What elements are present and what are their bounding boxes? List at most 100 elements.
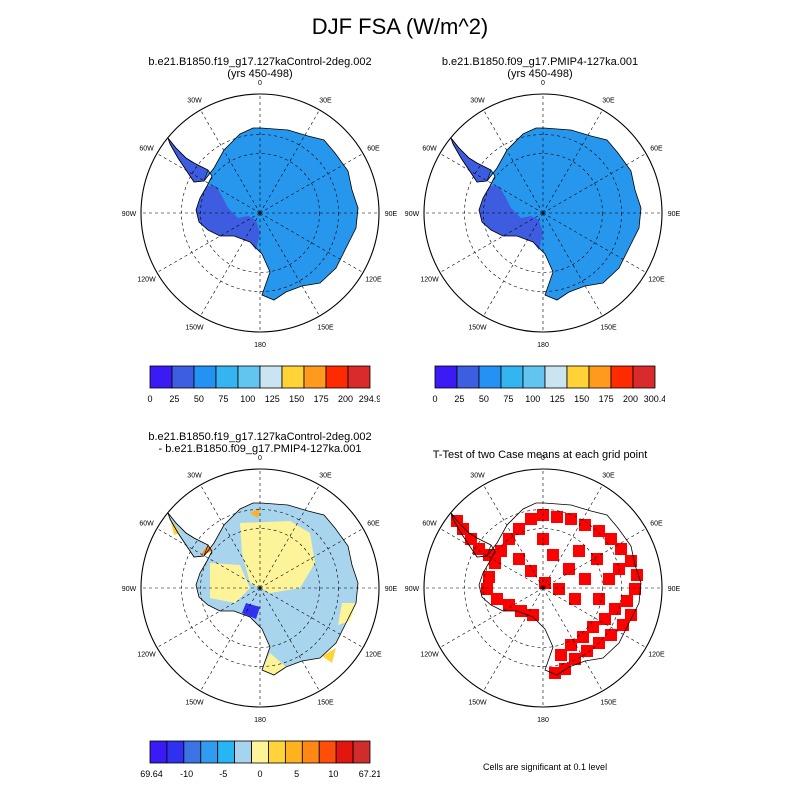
grid-label-90e: 90E <box>668 586 681 593</box>
labelbar-box <box>171 365 195 389</box>
meridian-line <box>259 484 320 589</box>
difference-patch <box>262 653 286 675</box>
meridian-line <box>259 153 364 214</box>
significant-cell <box>593 525 605 537</box>
meridian-line <box>542 528 647 589</box>
latitude-circle <box>483 153 603 273</box>
significant-cell <box>483 571 495 583</box>
significant-cell <box>553 583 565 595</box>
grid-label-180: 180 <box>537 717 549 723</box>
panel2-title-line2: (yrs 450-498) <box>507 68 573 80</box>
labelbar-box <box>318 740 337 764</box>
panel3-title-line2: - b.e21.B1850.f09_g17.PMIP4-127ka.001 <box>158 443 362 455</box>
meridian-line <box>156 212 261 273</box>
panel2-polar-map: 0 30E 60E 90E 120E 150E 180 150W 120W 90W 60W 30W <box>405 80 681 348</box>
peninsula-fill <box>168 138 208 182</box>
significant-cell <box>581 645 593 657</box>
grid-label-60e: 60E <box>367 521 380 528</box>
meridian-line <box>200 109 261 214</box>
labelbar-box <box>149 365 173 389</box>
significant-cell <box>629 583 641 595</box>
grid-label-120w: 120W <box>420 652 439 659</box>
ice-sheet-fill <box>168 128 358 300</box>
significant-cell <box>525 513 537 525</box>
map-boundary-circle <box>140 468 380 708</box>
significant-cell <box>513 553 525 565</box>
labelbar-label: 75 <box>503 394 513 404</box>
grid-label-90e: 90E <box>668 211 681 218</box>
labelbar-box <box>193 365 217 389</box>
labelbar-box <box>566 365 590 389</box>
labelbar-box <box>478 365 502 389</box>
grid-label-120w: 120W <box>420 277 439 284</box>
labelbar-box <box>284 740 303 764</box>
latitude-circle <box>200 153 320 273</box>
panel3-labelbar: -69.64 -10 -5 0 5 10 67.21 <box>140 740 380 779</box>
peninsula-coastline <box>450 137 492 183</box>
labelbar-label: 67.21 <box>359 769 380 779</box>
labelbar-box <box>456 365 480 389</box>
labelbar-box <box>522 365 546 389</box>
labelbar-label: 100 <box>525 394 540 404</box>
significance-cells <box>451 509 643 679</box>
peninsula-coastline <box>167 137 209 183</box>
meridian-line <box>542 484 603 589</box>
latitude-circle <box>483 528 603 648</box>
significant-cell <box>525 565 537 577</box>
difference-patch <box>210 563 250 603</box>
meridian-line <box>200 212 261 317</box>
grid-label-60w: 60W <box>139 521 154 528</box>
meridian-line <box>483 212 544 317</box>
significant-cell <box>615 543 627 555</box>
significant-cell <box>527 609 539 621</box>
meridian-line <box>439 528 544 589</box>
panel1-title-line1: b.e21.B1850.f19_g17.127kaControl-2deg.00… <box>148 56 372 68</box>
grid-label-90w: 90W <box>405 586 420 593</box>
significant-cell <box>579 519 591 531</box>
labelbar-label: -69.64 <box>140 769 163 779</box>
difference-patch <box>240 521 315 593</box>
west-antarctica-fill <box>479 186 543 250</box>
meridian-line <box>439 212 544 273</box>
labelbar-box <box>434 365 458 389</box>
meridian-line <box>259 109 320 214</box>
meridian-line <box>542 109 603 214</box>
meridian-line <box>156 153 261 214</box>
significant-cell <box>473 543 485 555</box>
grid-label-90w: 90W <box>122 211 137 218</box>
significant-cell <box>569 593 581 605</box>
grid-label-150w: 150W <box>468 699 487 706</box>
labelbar-label: 0 <box>257 769 262 779</box>
panel4-note: Cells are significant at 0.1 level <box>483 762 608 772</box>
labelbar-label: 200 <box>338 394 353 404</box>
significant-cell <box>577 631 589 643</box>
grid-label-90w: 90W <box>122 586 137 593</box>
panel4-title: T-Test of two Case means at each grid po… <box>432 449 648 461</box>
meridian-line <box>259 212 364 273</box>
significant-cell <box>555 649 567 661</box>
labelbar-box <box>200 740 219 764</box>
labelbar-label: 50 <box>479 394 489 404</box>
panel1-labelbar: 0 25 50 75 100 125 150 175 200 294.9 <box>147 365 380 404</box>
grid-label-120w: 120W <box>137 652 156 659</box>
significant-cell <box>483 549 495 561</box>
grid-label-180: 180 <box>254 717 266 723</box>
ice-sheet-fill <box>451 128 641 300</box>
panel4-polar-map: 0 30E 60E 90E 120E 150E 180 150W 120W 90W 60W 30W <box>405 455 681 723</box>
significant-cell <box>563 563 575 575</box>
significant-cell <box>547 549 559 561</box>
labelbar-label: 200 <box>623 394 638 404</box>
grid-label-150e: 150E <box>317 324 334 331</box>
labelbar-box <box>215 365 239 389</box>
labelbar-box <box>325 365 349 389</box>
grid-label-150w: 150W <box>185 699 204 706</box>
labelbar-box <box>237 365 261 389</box>
panel3-title: b.e21.B1850.f19_g17.127kaControl-2deg.00… <box>130 431 390 455</box>
significant-cell <box>591 553 603 565</box>
significant-cell <box>621 595 633 607</box>
grid-label-150w: 150W <box>185 324 204 331</box>
grid-label-150w: 150W <box>468 324 487 331</box>
meridian-line <box>156 587 261 648</box>
meridian-line <box>259 528 364 589</box>
meridian-line <box>439 153 544 214</box>
